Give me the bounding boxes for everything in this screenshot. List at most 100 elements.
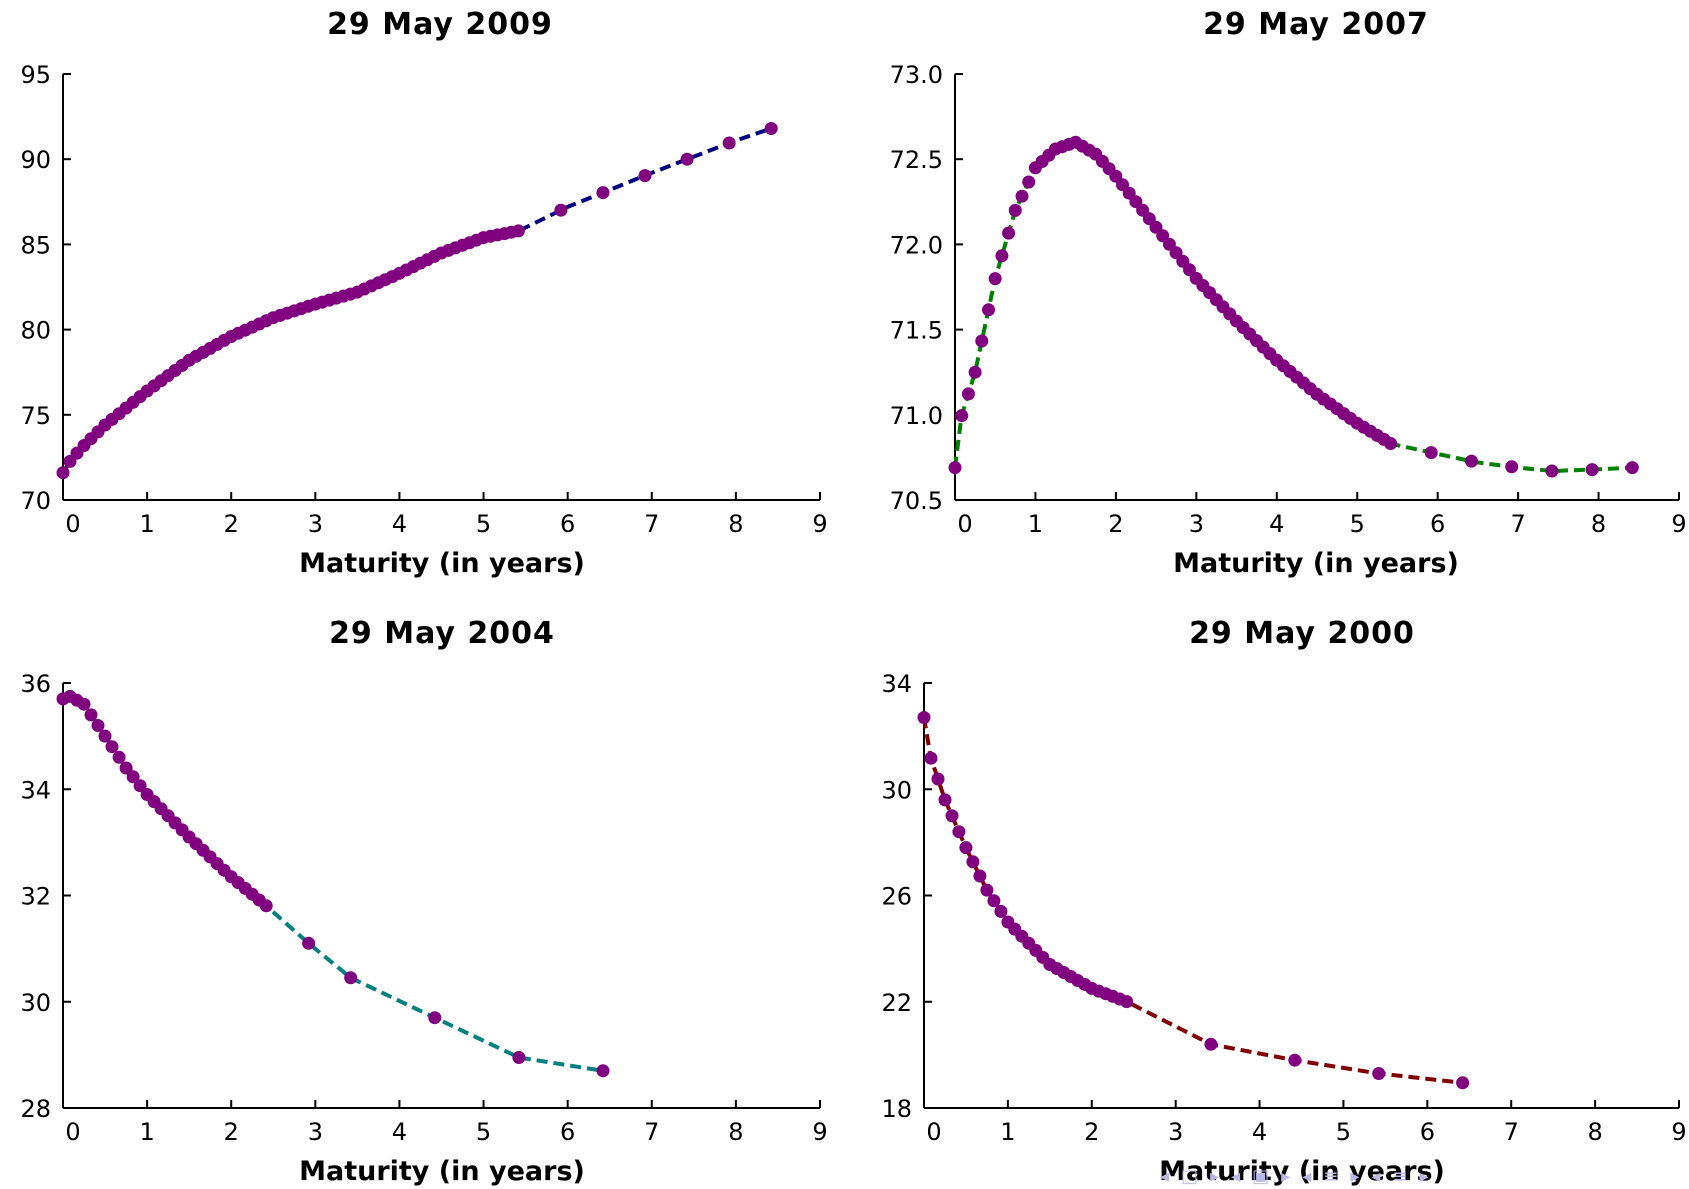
- data-point: [961, 387, 975, 401]
- data-point: [995, 249, 1009, 263]
- data-point: [917, 711, 931, 724]
- yield-curve-line: [953, 140, 1633, 473]
- x-tick-label: 6: [560, 1118, 575, 1146]
- triangle-left-icon[interactable]: ◂: [1231, 1166, 1241, 1187]
- data-point: [1022, 175, 1036, 189]
- x-tick-label: 4: [1252, 1118, 1267, 1146]
- data-point: [302, 936, 316, 950]
- data-point: [1585, 463, 1599, 477]
- triangle-left-icon[interactable]: ◂: [1302, 1166, 1312, 1187]
- triangle-right-icon[interactable]: ▸: [1350, 1166, 1360, 1187]
- x-tick-label: 2: [224, 510, 239, 538]
- x-tick-label: 4: [392, 510, 407, 538]
- data-point: [126, 770, 140, 784]
- y-tick-label: 34: [881, 670, 912, 698]
- data-point: [966, 855, 980, 869]
- x-tick-label: 7: [644, 1118, 659, 1146]
- y-tick-label: 22: [881, 989, 912, 1017]
- y-tick-label: 72.5: [890, 146, 943, 174]
- x-tick-label: 9: [812, 1118, 827, 1146]
- x-tick-label: 5: [476, 1118, 491, 1146]
- y-tick-label: 85: [20, 231, 51, 259]
- x-tick-label: 3: [1168, 1118, 1183, 1146]
- x-tick-label: 2: [1108, 510, 1123, 538]
- triangle-right-icon[interactable]: ▸: [1210, 1166, 1220, 1187]
- x-tick-label: 1: [1028, 510, 1043, 538]
- data-point: [91, 719, 105, 732]
- y-tick-label: 95: [20, 61, 51, 89]
- data-point: [1288, 1053, 1302, 1067]
- x-tick-label: 9: [812, 510, 827, 538]
- data-point: [959, 841, 973, 855]
- data-point: [931, 772, 945, 786]
- data-point: [1625, 461, 1639, 475]
- y-tick-label: 73.0: [890, 61, 943, 89]
- data-point: [764, 122, 778, 135]
- data-point: [1002, 226, 1016, 240]
- data-point: [133, 779, 147, 793]
- x-tick-label: 8: [1587, 1118, 1602, 1146]
- y-tick-label: 26: [881, 883, 912, 911]
- panel-2009: 29 May 2009 Maturity (in years) 0 1 2 3 4 5 6 7…: [20, 7, 827, 579]
- x-tick-label: 5: [1350, 510, 1365, 538]
- x-tick-label: 5: [476, 510, 491, 538]
- x-tick-label: 7: [644, 510, 659, 538]
- frame-icon[interactable]: ▣: [1252, 1166, 1270, 1187]
- x-tick-label: 9: [1671, 1118, 1686, 1146]
- data-point: [1008, 203, 1022, 217]
- x-tick-label: 8: [728, 510, 743, 538]
- chart-title: 29 May 2009: [327, 7, 553, 42]
- x-axis-label: Maturity (in years): [299, 1156, 585, 1187]
- beamer-navigation-bar: ◂ □ ▸ ◂ ▣ ▸ ◂ ≡ ▸ ◂ ≡ ▸: [1160, 1166, 1429, 1188]
- x-tick-label: 0: [926, 1118, 941, 1146]
- x-tick-label: 7: [1504, 1118, 1519, 1146]
- slide-icon[interactable]: □: [1181, 1166, 1199, 1187]
- y-tick-label: 28: [20, 1095, 51, 1123]
- chart-title: 29 May 2000: [1189, 616, 1415, 651]
- data-point: [259, 899, 273, 913]
- y-tick-label: 30: [881, 776, 912, 804]
- data-point: [56, 466, 70, 480]
- data-point: [77, 697, 91, 711]
- triangle-right-icon[interactable]: ▸: [1281, 1166, 1291, 1187]
- data-point: [105, 740, 119, 754]
- data-point: [98, 729, 112, 743]
- x-tick-label: 3: [308, 1118, 323, 1146]
- data-point: [1204, 1037, 1218, 1051]
- triangle-left-icon[interactable]: ◂: [1160, 1166, 1170, 1187]
- x-tick-label: 8: [728, 1118, 743, 1146]
- data-point: [1545, 464, 1559, 478]
- section-icon[interactable]: ≡: [1323, 1166, 1339, 1187]
- x-tick-label: 4: [1269, 510, 1284, 538]
- data-point: [1015, 189, 1029, 203]
- x-tick-label: 1: [139, 1118, 154, 1146]
- data-point: [112, 750, 126, 764]
- x-tick-label: 0: [65, 510, 80, 538]
- data-point: [982, 303, 995, 317]
- x-tick-label: 1: [1000, 1118, 1015, 1146]
- yield-curve-line: [922, 717, 1463, 1085]
- y-tick-label: 75: [20, 402, 51, 430]
- y-tick-label: 70.5: [890, 487, 943, 515]
- data-point: [1384, 437, 1398, 450]
- data-point: [344, 971, 358, 985]
- triangle-right-icon[interactable]: ▸: [1419, 1166, 1429, 1187]
- y-tick-label: 18: [881, 1095, 912, 1123]
- yield-curve-line: [62, 694, 604, 1073]
- data-point: [948, 461, 962, 475]
- chart-title: 29 May 2004: [329, 616, 555, 651]
- triangle-left-icon[interactable]: ◂: [1371, 1166, 1381, 1187]
- y-tick-label: 72.0: [890, 231, 943, 259]
- x-tick-label: 2: [224, 1118, 239, 1146]
- data-point: [554, 203, 568, 217]
- x-tick-label: 2: [1084, 1118, 1099, 1146]
- subsection-icon[interactable]: ≡: [1392, 1166, 1408, 1187]
- data-point: [1120, 995, 1134, 1009]
- data-point: [924, 751, 938, 765]
- data-point: [945, 809, 959, 823]
- data-point: [1465, 454, 1478, 468]
- data-point: [596, 186, 610, 200]
- data-point: [952, 825, 966, 839]
